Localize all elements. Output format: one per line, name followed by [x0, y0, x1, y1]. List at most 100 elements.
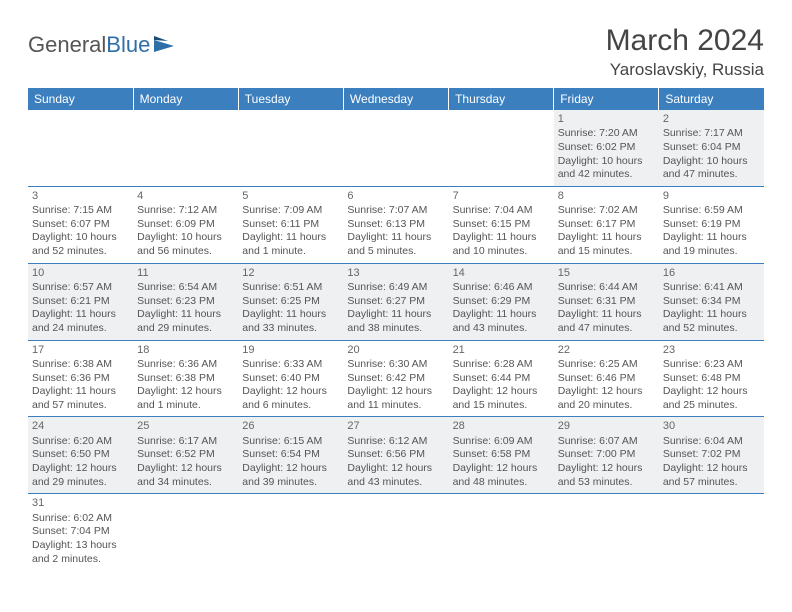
- sunset-text: Sunset: 6:29 PM: [453, 295, 550, 309]
- calendar-day-cell: 8Sunrise: 7:02 AMSunset: 6:17 PMDaylight…: [554, 186, 659, 263]
- daylight-text: Daylight: 12 hours: [453, 385, 550, 399]
- sunset-text: Sunset: 6:48 PM: [663, 372, 760, 386]
- daylight-text: and 34 minutes.: [137, 476, 234, 490]
- sunset-text: Sunset: 7:04 PM: [32, 525, 129, 539]
- daylight-text: Daylight: 11 hours: [242, 308, 339, 322]
- logo-text-1: General: [28, 32, 106, 58]
- daylight-text: and 52 minutes.: [32, 245, 129, 259]
- sunset-text: Sunset: 6:19 PM: [663, 218, 760, 232]
- logo-text-2: Blue: [106, 32, 150, 58]
- flag-icon: [154, 32, 178, 58]
- daylight-text: and 47 minutes.: [663, 168, 760, 182]
- sunrise-text: Sunrise: 7:09 AM: [242, 204, 339, 218]
- daylight-text: and 5 minutes.: [347, 245, 444, 259]
- sunrise-text: Sunrise: 6:44 AM: [558, 281, 655, 295]
- daylight-text: Daylight: 11 hours: [663, 308, 760, 322]
- sunrise-text: Sunrise: 7:02 AM: [558, 204, 655, 218]
- sunrise-text: Sunrise: 7:12 AM: [137, 204, 234, 218]
- calendar-day-cell: 3Sunrise: 7:15 AMSunset: 6:07 PMDaylight…: [28, 186, 133, 263]
- calendar-week-row: 1Sunrise: 7:20 AMSunset: 6:02 PMDaylight…: [28, 110, 764, 186]
- sunrise-text: Sunrise: 6:15 AM: [242, 435, 339, 449]
- daylight-text: and 29 minutes.: [137, 322, 234, 336]
- day-number: 1: [558, 112, 655, 126]
- weekday-header: Friday: [554, 88, 659, 110]
- daylight-text: Daylight: 11 hours: [663, 231, 760, 245]
- day-number: 27: [347, 419, 444, 433]
- sunset-text: Sunset: 6:09 PM: [137, 218, 234, 232]
- sunset-text: Sunset: 6:56 PM: [347, 448, 444, 462]
- sunrise-text: Sunrise: 6:30 AM: [347, 358, 444, 372]
- day-number: 31: [32, 496, 129, 510]
- sunset-text: Sunset: 6:04 PM: [663, 141, 760, 155]
- sunrise-text: Sunrise: 6:46 AM: [453, 281, 550, 295]
- sunset-text: Sunset: 6:50 PM: [32, 448, 129, 462]
- sunrise-text: Sunrise: 6:09 AM: [453, 435, 550, 449]
- day-number: 12: [242, 266, 339, 280]
- sunset-text: Sunset: 6:42 PM: [347, 372, 444, 386]
- calendar-day-cell: 16Sunrise: 6:41 AMSunset: 6:34 PMDayligh…: [659, 263, 764, 340]
- sunset-text: Sunset: 6:21 PM: [32, 295, 129, 309]
- calendar-day-cell: [449, 494, 554, 570]
- day-number: 26: [242, 419, 339, 433]
- day-number: 13: [347, 266, 444, 280]
- daylight-text: Daylight: 10 hours: [32, 231, 129, 245]
- calendar-day-cell: 9Sunrise: 6:59 AMSunset: 6:19 PMDaylight…: [659, 186, 764, 263]
- daylight-text: Daylight: 11 hours: [137, 308, 234, 322]
- sunset-text: Sunset: 6:52 PM: [137, 448, 234, 462]
- calendar-day-cell: [659, 494, 764, 570]
- sunrise-text: Sunrise: 6:59 AM: [663, 204, 760, 218]
- month-title: March 2024: [606, 24, 764, 58]
- daylight-text: Daylight: 12 hours: [558, 462, 655, 476]
- daylight-text: and 1 minute.: [137, 399, 234, 413]
- daylight-text: and 2 minutes.: [32, 553, 129, 567]
- sunrise-text: Sunrise: 6:04 AM: [663, 435, 760, 449]
- sunset-text: Sunset: 6:40 PM: [242, 372, 339, 386]
- daylight-text: Daylight: 12 hours: [242, 462, 339, 476]
- sunset-text: Sunset: 6:31 PM: [558, 295, 655, 309]
- daylight-text: and 10 minutes.: [453, 245, 550, 259]
- sunrise-text: Sunrise: 7:15 AM: [32, 204, 129, 218]
- logo: GeneralBlue: [28, 24, 178, 58]
- sunset-text: Sunset: 6:17 PM: [558, 218, 655, 232]
- page-header: GeneralBlue March 2024 Yaroslavskiy, Rus…: [28, 24, 764, 80]
- calendar-day-cell: [343, 110, 448, 186]
- calendar-day-cell: 24Sunrise: 6:20 AMSunset: 6:50 PMDayligh…: [28, 417, 133, 494]
- weekday-header: Tuesday: [238, 88, 343, 110]
- daylight-text: Daylight: 11 hours: [558, 308, 655, 322]
- daylight-text: Daylight: 10 hours: [137, 231, 234, 245]
- daylight-text: and 15 minutes.: [558, 245, 655, 259]
- daylight-text: and 33 minutes.: [242, 322, 339, 336]
- daylight-text: Daylight: 12 hours: [242, 385, 339, 399]
- daylight-text: Daylight: 12 hours: [347, 385, 444, 399]
- daylight-text: and 39 minutes.: [242, 476, 339, 490]
- calendar-day-cell: 13Sunrise: 6:49 AMSunset: 6:27 PMDayligh…: [343, 263, 448, 340]
- day-number: 9: [663, 189, 760, 203]
- sunrise-text: Sunrise: 6:38 AM: [32, 358, 129, 372]
- calendar-day-cell: 17Sunrise: 6:38 AMSunset: 6:36 PMDayligh…: [28, 340, 133, 417]
- day-number: 20: [347, 343, 444, 357]
- day-number: 5: [242, 189, 339, 203]
- daylight-text: Daylight: 11 hours: [242, 231, 339, 245]
- daylight-text: Daylight: 12 hours: [137, 462, 234, 476]
- sunrise-text: Sunrise: 6:23 AM: [663, 358, 760, 372]
- calendar-day-cell: 12Sunrise: 6:51 AMSunset: 6:25 PMDayligh…: [238, 263, 343, 340]
- day-number: 3: [32, 189, 129, 203]
- weekday-header: Thursday: [449, 88, 554, 110]
- daylight-text: Daylight: 13 hours: [32, 539, 129, 553]
- daylight-text: and 53 minutes.: [558, 476, 655, 490]
- daylight-text: Daylight: 12 hours: [32, 462, 129, 476]
- daylight-text: and 6 minutes.: [242, 399, 339, 413]
- daylight-text: and 57 minutes.: [663, 476, 760, 490]
- day-number: 30: [663, 419, 760, 433]
- day-number: 11: [137, 266, 234, 280]
- sunset-text: Sunset: 6:36 PM: [32, 372, 129, 386]
- sunset-text: Sunset: 6:46 PM: [558, 372, 655, 386]
- sunrise-text: Sunrise: 7:17 AM: [663, 127, 760, 141]
- day-number: 28: [453, 419, 550, 433]
- day-number: 25: [137, 419, 234, 433]
- calendar-week-row: 3Sunrise: 7:15 AMSunset: 6:07 PMDaylight…: [28, 186, 764, 263]
- calendar-day-cell: [238, 494, 343, 570]
- sunrise-text: Sunrise: 6:33 AM: [242, 358, 339, 372]
- calendar-day-cell: 6Sunrise: 7:07 AMSunset: 6:13 PMDaylight…: [343, 186, 448, 263]
- calendar-day-cell: [133, 110, 238, 186]
